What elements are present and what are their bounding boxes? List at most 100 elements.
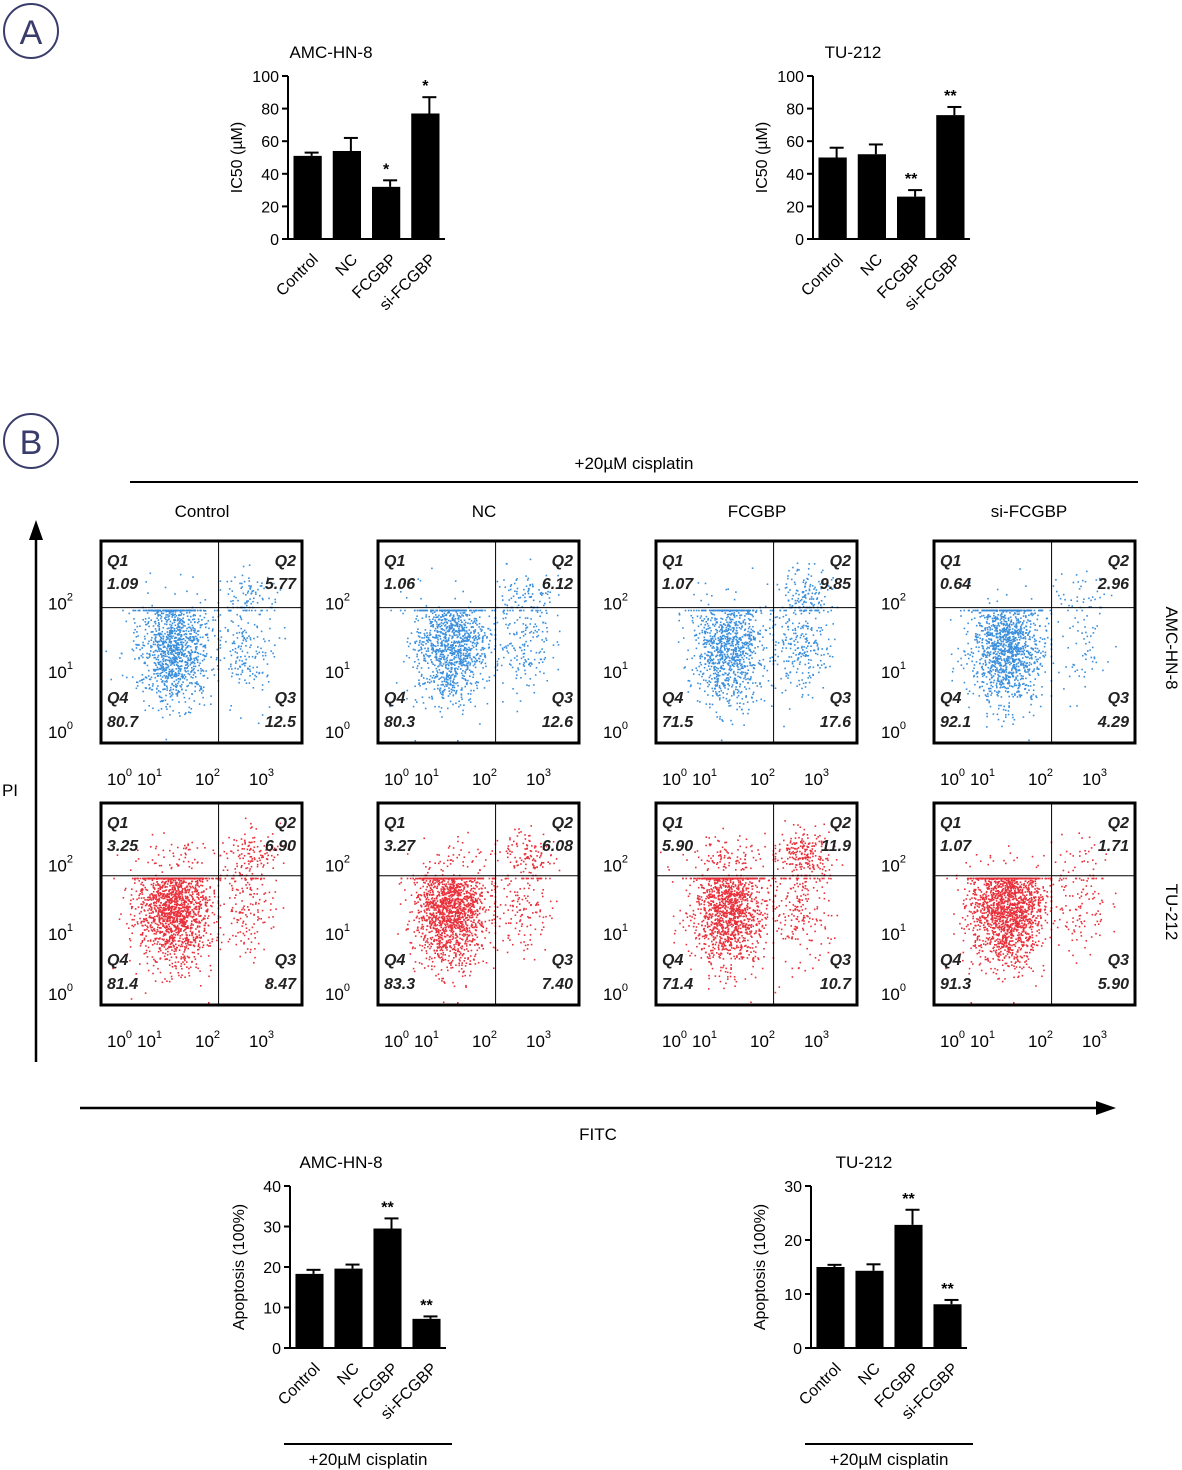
scatter-point (738, 638, 740, 640)
scatter-point (1000, 664, 1002, 666)
scatter-point (783, 609, 785, 612)
scatter-point (760, 612, 763, 614)
scatter-point (740, 628, 742, 630)
scatter-point (467, 622, 469, 624)
scatter-point (237, 599, 239, 602)
scatter-point (168, 627, 170, 629)
x-tick-label: 103 (526, 767, 551, 789)
scatter-point (747, 647, 750, 649)
scatter-point (736, 609, 738, 612)
scatter-point (750, 676, 752, 678)
scatter-point (187, 630, 190, 633)
scatter-point (732, 645, 734, 647)
scatter-point (246, 600, 248, 602)
scatter-point (723, 646, 726, 648)
scatter-point (180, 635, 182, 638)
scatter-point (267, 587, 269, 590)
scatter-point (979, 637, 981, 640)
scatter-point (695, 647, 698, 650)
scatter-point (513, 647, 515, 649)
scatter-point (179, 665, 181, 668)
scatter-point (523, 649, 526, 651)
scatter-point (170, 644, 172, 647)
scatter-point (812, 598, 815, 600)
category-label-nc: NC (858, 251, 886, 279)
scatter-point (435, 634, 437, 636)
scatter-point (687, 679, 690, 682)
scatter-point (210, 656, 212, 658)
scatter-point (744, 671, 747, 674)
scatter-point (814, 586, 816, 589)
scatter-point (178, 629, 180, 631)
bar-fcgbp (896, 196, 926, 239)
scatter-point (165, 663, 167, 665)
scatter-point (244, 664, 246, 667)
scatter-point (980, 630, 983, 632)
scatter-point (234, 576, 236, 579)
scatter-point (444, 661, 447, 664)
scatter-point (174, 673, 177, 675)
scatter-point (196, 651, 199, 654)
scatter-point (705, 621, 707, 623)
scatter-point (810, 650, 812, 652)
scatter-point (711, 659, 714, 662)
scatter-point (225, 640, 227, 643)
scatter-point (475, 637, 477, 639)
bar-si-fcgbp (411, 113, 440, 239)
scatter-point (993, 609, 995, 612)
scatter-point (710, 659, 712, 662)
scatter-point (241, 660, 243, 662)
scatter-point (166, 649, 168, 652)
scatter-point (469, 662, 472, 664)
scatter-point (719, 624, 722, 626)
scatter-point (716, 678, 718, 680)
scatter-point (166, 687, 168, 689)
scatter-point (739, 617, 741, 619)
scatter-point (742, 658, 745, 661)
scatter-point (1003, 650, 1005, 653)
scatter-point (477, 632, 480, 634)
scatter-point (191, 636, 194, 638)
scatter-point (131, 676, 134, 678)
scatter-point (147, 609, 149, 612)
scatter-point (169, 670, 172, 673)
scatter-point (722, 664, 724, 667)
scatter-point (824, 595, 826, 598)
scatter-point (711, 642, 713, 645)
scatter-point (731, 657, 734, 659)
quadrant-value-q2: 5.77 (265, 576, 297, 593)
scatter-point (820, 571, 823, 574)
scatter-point (471, 644, 474, 647)
scatter-point (435, 674, 438, 676)
scatter-point (703, 626, 705, 629)
scatter-point (252, 600, 254, 603)
scatter-point (244, 609, 246, 612)
scatter-point (210, 695, 212, 697)
significance-si-fcgbp: ** (944, 88, 957, 105)
scatter-point (715, 666, 718, 669)
scatter-point (712, 609, 715, 612)
scatter-point (743, 634, 745, 636)
scatter-point (154, 656, 156, 659)
scatter-point (754, 637, 756, 639)
scatter-point (520, 609, 522, 612)
scatter-point (438, 630, 440, 633)
scatter-point (183, 696, 186, 699)
scatter-point (490, 633, 493, 636)
scatter-point (719, 653, 722, 656)
scatter-point (171, 683, 173, 686)
scatter-point (432, 623, 434, 626)
scatter-point (177, 672, 180, 674)
scatter-point (445, 683, 447, 686)
scatter-point (199, 601, 202, 604)
scatter-point (1031, 670, 1034, 673)
scatter-point (404, 609, 406, 612)
scatter-point (705, 643, 708, 646)
scatter-point (1029, 651, 1032, 654)
scatter-point (741, 645, 744, 647)
scatter-point (522, 653, 525, 655)
scatter-point (278, 637, 281, 639)
scatter-point (436, 671, 439, 674)
scatter-point (474, 634, 477, 637)
scatter-point (739, 651, 742, 653)
